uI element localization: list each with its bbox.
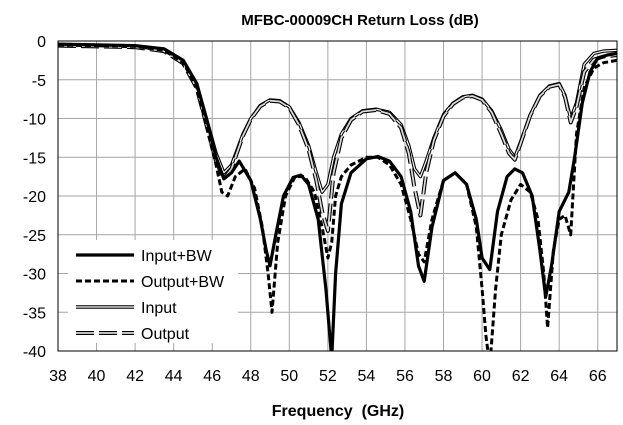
legend-label: Output [141,326,190,343]
x-tick-label: 40 [88,368,106,385]
x-tick-label: 60 [473,368,491,385]
legend-label: Output+BW [141,274,225,291]
y-tick-label: -25 [23,228,46,245]
legend-label: Input [141,300,177,317]
y-tick-label: -10 [23,112,46,129]
x-tick-label: 46 [203,368,221,385]
x-tick-label: 56 [396,368,414,385]
x-tick-label: 54 [358,368,376,385]
y-tick-label: -5 [32,73,46,90]
series-line [58,44,617,232]
plot-frame [57,40,618,352]
x-tick-label: 42 [126,368,144,385]
legend-item: Output [76,326,190,343]
x-tick-labels: 38 40 42 44 46 48 50 52 54 56 58 60 62 64 66 [49,368,607,385]
legend-item: Output+BW [76,274,225,291]
x-tick-label: 62 [512,368,530,385]
y-tick-label: -15 [23,150,46,167]
y-tick-labels: 0 -5 -10 -15 -20 -25 -30 -35 -40 [23,34,46,361]
legend-item: Input [76,300,177,317]
legend-background [68,240,238,343]
x-tick-label: 52 [319,368,337,385]
legend: Input+BW Output+BW Input Output [68,240,238,343]
x-tick-label: 48 [242,368,260,385]
series-output [58,43,617,233]
x-tick-label: 64 [550,368,568,385]
x-axis-label: Frequency (GHz) [272,403,404,420]
y-tick-label: -20 [23,189,46,206]
x-tick-label: 58 [435,368,453,385]
x-tick-label: 66 [589,368,607,385]
legend-label: Input+BW [141,248,213,265]
plot-series [58,42,617,351]
y-tick-label: -30 [23,267,46,284]
y-tick-label: 0 [37,34,46,51]
plot-grid [57,40,617,352]
x-tick-label: 44 [165,368,183,385]
legend-item: Input+BW [76,248,213,265]
y-tick-label: -35 [23,305,46,322]
chart-title: MFBC-00009CH Return Loss (dB) [241,12,479,29]
x-tick-label: 38 [49,368,67,385]
y-tick-label: -40 [23,344,46,361]
x-tick-label: 50 [280,368,298,385]
